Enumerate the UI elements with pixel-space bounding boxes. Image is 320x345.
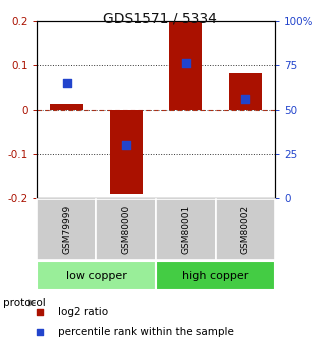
Text: high copper: high copper	[182, 271, 249, 281]
Bar	[50, 104, 83, 110]
Text: percentile rank within the sample: percentile rank within the sample	[58, 327, 234, 337]
Text: low copper: low copper	[66, 271, 127, 281]
Bar	[96, 199, 156, 260]
Bar	[37, 261, 156, 290]
Bar	[156, 199, 216, 260]
Point	[243, 96, 248, 102]
Point	[37, 329, 42, 334]
Bar	[169, 22, 202, 110]
Point	[37, 309, 42, 314]
Point	[183, 61, 188, 66]
Text: protocol: protocol	[3, 298, 46, 308]
Bar	[229, 73, 262, 110]
Point	[64, 80, 69, 86]
Bar	[37, 199, 96, 260]
Bar	[110, 110, 143, 194]
Bar	[216, 199, 275, 260]
Text: log2 ratio: log2 ratio	[58, 307, 108, 317]
Bar	[156, 261, 275, 290]
Text: GSM80000: GSM80000	[122, 205, 131, 254]
Text: GDS1571 / 5334: GDS1571 / 5334	[103, 11, 217, 25]
Text: GSM79999: GSM79999	[62, 205, 71, 254]
Text: GSM80002: GSM80002	[241, 205, 250, 254]
Point	[124, 142, 129, 148]
Text: GSM80001: GSM80001	[181, 205, 190, 254]
